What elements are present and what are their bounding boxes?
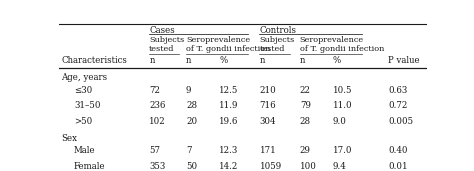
Text: 11.0: 11.0 [333, 101, 353, 110]
Text: 716: 716 [259, 101, 276, 110]
Text: 236: 236 [149, 101, 165, 110]
Text: >50: >50 [74, 117, 92, 126]
Text: Female: Female [74, 162, 106, 171]
Text: 72: 72 [149, 86, 160, 95]
Text: 11.9: 11.9 [219, 101, 238, 110]
Text: Controls: Controls [259, 26, 296, 35]
Text: 17.0: 17.0 [333, 146, 353, 155]
Text: Subjects
tested: Subjects tested [259, 36, 295, 53]
Text: 0.005: 0.005 [388, 117, 413, 126]
Text: n: n [149, 56, 155, 65]
Text: 9: 9 [186, 86, 191, 95]
Text: 9.4: 9.4 [333, 162, 346, 171]
Text: 20: 20 [186, 117, 197, 126]
Text: ≤30: ≤30 [74, 86, 92, 95]
Text: 12.3: 12.3 [219, 146, 238, 155]
Text: 31–50: 31–50 [74, 101, 100, 110]
Text: 0.63: 0.63 [388, 86, 407, 95]
Text: 79: 79 [300, 101, 311, 110]
Text: Characteristics: Characteristics [61, 56, 127, 65]
Text: 100: 100 [300, 162, 317, 171]
Text: 28: 28 [186, 101, 197, 110]
Text: 22: 22 [300, 86, 311, 95]
Text: 171: 171 [259, 146, 276, 155]
Text: Sex: Sex [61, 134, 77, 143]
Text: %: % [219, 56, 228, 65]
Text: 28: 28 [300, 117, 311, 126]
Text: 12.5: 12.5 [219, 86, 238, 95]
Text: 210: 210 [259, 86, 276, 95]
Text: Cases: Cases [149, 26, 175, 35]
Text: 19.6: 19.6 [219, 117, 238, 126]
Text: 9.0: 9.0 [333, 117, 347, 126]
Text: Male: Male [74, 146, 96, 155]
Text: Age, years: Age, years [61, 73, 107, 82]
Text: n: n [186, 56, 191, 65]
Text: %: % [333, 56, 341, 65]
Text: 0.01: 0.01 [388, 162, 408, 171]
Text: 0.40: 0.40 [388, 146, 408, 155]
Text: 1059: 1059 [259, 162, 282, 171]
Text: 50: 50 [186, 162, 197, 171]
Text: 14.2: 14.2 [219, 162, 238, 171]
Text: P value: P value [388, 56, 419, 65]
Text: n: n [300, 56, 305, 65]
Text: Subjects
tested: Subjects tested [149, 36, 184, 53]
Text: 102: 102 [149, 117, 166, 126]
Text: 10.5: 10.5 [333, 86, 353, 95]
Text: 7: 7 [186, 146, 191, 155]
Text: 29: 29 [300, 146, 311, 155]
Text: Seroprevalence
of T. gondii infection: Seroprevalence of T. gondii infection [300, 36, 384, 53]
Text: 304: 304 [259, 117, 276, 126]
Text: 353: 353 [149, 162, 165, 171]
Text: 0.72: 0.72 [388, 101, 408, 110]
Text: n: n [259, 56, 265, 65]
Text: 57: 57 [149, 146, 160, 155]
Text: Seroprevalence
of T. gondii infection: Seroprevalence of T. gondii infection [186, 36, 270, 53]
